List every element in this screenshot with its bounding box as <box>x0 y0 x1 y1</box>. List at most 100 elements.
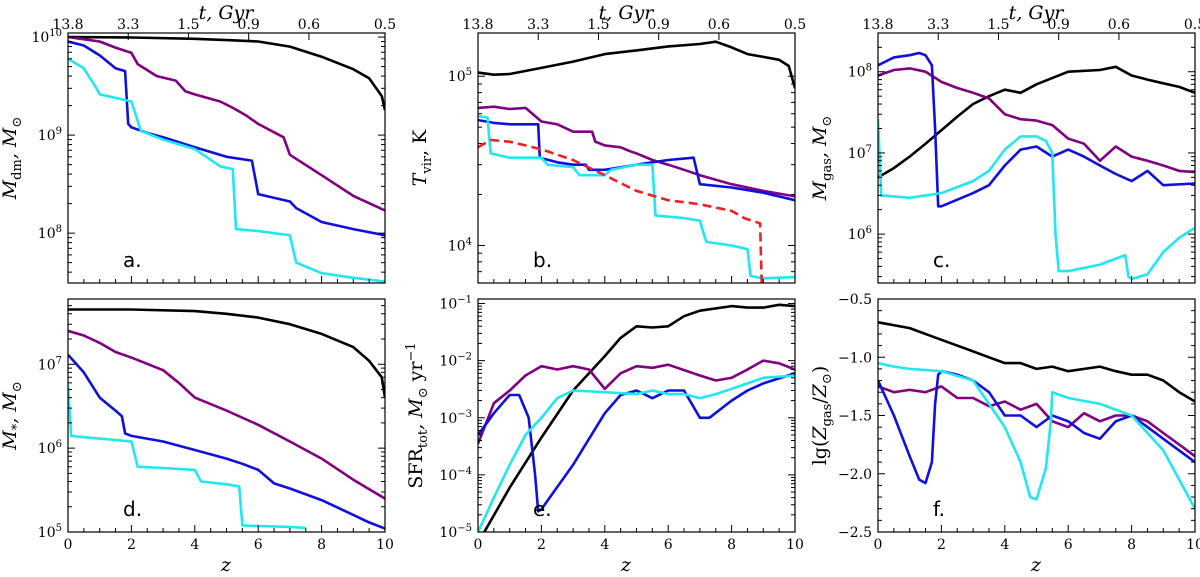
y-tick-label: 10−4 <box>439 466 472 484</box>
x-tick-label: 8 <box>317 537 326 553</box>
y-tick-label: 109 <box>38 126 62 144</box>
series-purple-line <box>878 385 1195 458</box>
series-black-line <box>478 40 795 89</box>
series-black-line <box>68 308 385 398</box>
panel-c: 13.8 3.3 1.5 0.9 0.6 0.5 106 107 108 Mgas, M⊙ c. <box>809 17 1200 284</box>
series-purple-line <box>478 105 795 198</box>
panel-tag: a. <box>123 248 142 272</box>
series-black-line <box>878 65 1195 179</box>
y-tick-label: 105 <box>38 523 62 541</box>
y-tick-label: 108 <box>38 224 62 242</box>
x-tick-label: 8 <box>1127 537 1136 553</box>
top-tick-label: 1.5 <box>987 17 1009 33</box>
series-black-line <box>68 35 385 111</box>
top-tick-label: 13.8 <box>462 17 493 33</box>
x-tick-label: 0 <box>874 537 883 553</box>
series-cyan-line <box>878 361 1195 510</box>
y-tick-label: 10−2 <box>439 352 472 370</box>
x-axis-label-right: z <box>1030 554 1042 576</box>
panel-tag: e. <box>533 497 552 521</box>
y-tick-label: −0.5 <box>838 292 872 308</box>
series-blue-line <box>68 40 385 237</box>
top-tick-label: 0.9 <box>1048 17 1070 33</box>
y-axis-label: lg(Zgas/Z⊙) <box>809 366 835 466</box>
y-tick-label: 10−3 <box>439 409 472 427</box>
y-tick-label: 104 <box>448 236 472 254</box>
panel-d: 0 2 4 6 8 10 105 106 107 M*, M⊙ d. <box>0 298 394 553</box>
y-tick-label: 10−5 <box>439 523 472 541</box>
series-black-line <box>483 303 795 532</box>
series-purple-line <box>68 35 385 212</box>
series-blue-line <box>68 353 385 530</box>
top-tick-label: 0.6 <box>298 17 320 33</box>
x-tick-label: 10 <box>1186 537 1200 553</box>
series-blue-line <box>878 369 1195 485</box>
panel-tag: f. <box>933 497 945 521</box>
y-tick-label: 10−1 <box>439 295 472 313</box>
series-purple-line <box>68 329 385 500</box>
panel-b: 13.8 3.3 1.5 0.9 0.6 0.5 104 105 Tvir, K b. <box>409 17 806 284</box>
panel-f: 0 2 4 6 8 10 −2.5 −2.0 −1.5 −1.0 −0.5 lg(Zgas/Z⊙) f. <box>809 292 1200 553</box>
x-tick-label: 2 <box>937 537 946 553</box>
y-tick-label: −1.5 <box>838 409 872 425</box>
x-axis-label-left: z <box>220 554 232 576</box>
top-tick-label: 3.3 <box>527 17 549 33</box>
top-tick-label: 13.8 <box>862 17 893 33</box>
panel-a: 13.8 3.3 1.5 0.9 0.6 0.5 108 109 1010 Mdm, M⊙ a. <box>0 17 396 284</box>
series-purple-line <box>478 359 795 445</box>
top-tick-label: 1.5 <box>177 17 199 33</box>
top-tick-label: 3.3 <box>117 17 139 33</box>
x-tick-label: 4 <box>1000 537 1009 553</box>
y-tick-label: 106 <box>848 225 872 243</box>
x-tick-label: 8 <box>727 537 736 553</box>
x-tick-label: 0 <box>64 537 73 553</box>
top-tick-label: 0.9 <box>238 17 260 33</box>
top-tick-label: 0.6 <box>708 17 730 33</box>
series-blue-line <box>478 118 795 202</box>
y-axis-label: Mgas, M⊙ <box>809 116 835 202</box>
series-cyan-line <box>68 57 385 283</box>
series-cyan-line <box>878 119 1195 281</box>
panel-tag: b. <box>533 248 552 272</box>
top-tick-label: 0.5 <box>1184 17 1200 33</box>
x-tick-label: 4 <box>190 537 199 553</box>
top-axis-label-middle: t, Gyr <box>599 2 656 24</box>
panel-tag: c. <box>933 248 950 272</box>
x-tick-label: 6 <box>664 537 673 553</box>
y-tick-label: 107 <box>848 144 872 162</box>
series-red-dashed-line <box>478 138 763 283</box>
axes-frame <box>67 298 386 533</box>
y-tick-label: 107 <box>38 355 62 373</box>
series-black-line <box>878 321 1195 403</box>
y-tick-label: 1010 <box>31 28 62 46</box>
panel-tag: d. <box>123 497 142 521</box>
y-tick-label: 106 <box>38 439 62 457</box>
y-tick-label: −2.5 <box>838 525 872 541</box>
x-tick-label: 4 <box>600 537 609 553</box>
series-purple-line <box>878 67 1195 174</box>
x-tick-label: 10 <box>376 537 394 553</box>
top-tick-label: 3.3 <box>927 17 949 33</box>
series-blue-line <box>878 51 1195 208</box>
y-axis-label: Mdm, M⊙ <box>0 117 25 201</box>
top-tick-label: 0.6 <box>1108 17 1130 33</box>
panel-e: 0 2 4 6 8 10 10−5 10−4 10−3 10−2 10−1 SFRtot, M⊙ yr… <box>404 295 804 553</box>
y-axis-label: SFRtot, M⊙ yr−1 <box>404 342 431 488</box>
x-tick-label: 2 <box>537 537 546 553</box>
x-axis-label-middle: z <box>620 554 632 576</box>
y-tick-label: −1.0 <box>838 350 872 366</box>
top-tick-label: 0.9 <box>648 17 670 33</box>
top-axis-label-left: t, Gyr <box>199 2 256 24</box>
x-tick-label: 0 <box>474 537 483 553</box>
y-tick-label: 105 <box>448 67 472 85</box>
series-cyan-line <box>478 114 795 280</box>
y-axis-label: M*, M⊙ <box>0 381 25 450</box>
top-tick-label: 0.5 <box>784 17 806 33</box>
x-tick-label: 6 <box>1064 537 1073 553</box>
series-cyan-line <box>68 385 306 530</box>
top-tick-label: 0.5 <box>374 17 396 33</box>
y-tick-label: 108 <box>848 63 872 81</box>
top-tick-label: 1.5 <box>587 17 609 33</box>
